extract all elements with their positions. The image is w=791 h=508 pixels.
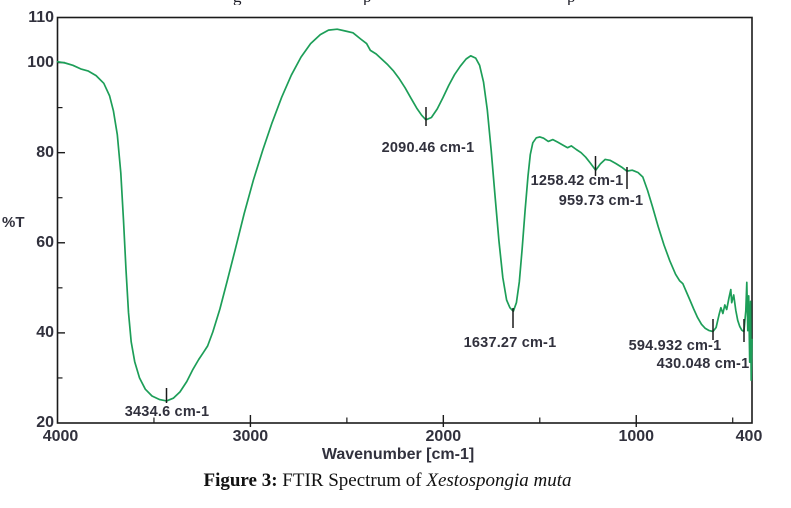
spectrum-plot — [56, 16, 753, 427]
peak-annotation-label: 594.932 cm-1 — [628, 338, 722, 354]
peak-annotation-label: 959.73 cm-1 — [558, 193, 644, 209]
peak-annotation-label: 430.048 cm-1 — [656, 356, 750, 372]
spectrum-line — [56, 28, 753, 402]
y-tick-label: 100 — [27, 53, 54, 71]
peak-annotation-label: 3434.6 cm-1 — [124, 404, 210, 420]
clipped-title-fragments: gpp — [0, 0, 791, 5]
x-tick-label: 400 — [735, 428, 763, 445]
x-tick-label: 2000 — [425, 428, 462, 445]
peak-annotation-label: 1258.42 cm-1 — [530, 173, 624, 189]
y-tick-label: 80 — [36, 143, 54, 161]
peak-annotation-label: 2090.46 cm-1 — [381, 140, 475, 156]
y-axis-title: %T — [2, 214, 25, 231]
x-tick-label: 3000 — [232, 428, 269, 445]
clipped-title-glyph: g — [233, 0, 242, 5]
y-tick-label: 40 — [36, 323, 54, 341]
clipped-title-glyph: p — [567, 0, 576, 5]
peak-annotation-label: 1637.27 cm-1 — [463, 335, 557, 351]
figure-caption: Figure 3: FTIR Spectrum of Xestospongia … — [0, 470, 783, 492]
x-tick-label: 1000 — [618, 428, 655, 445]
clipped-title-glyph: p — [363, 0, 372, 5]
y-tick-label: 20 — [36, 414, 54, 431]
caption-figure-number: Figure 3: — [203, 470, 278, 491]
plot-border — [56, 16, 753, 424]
x-tick-label: 4000 — [42, 428, 79, 445]
y-tick-label: 60 — [36, 233, 54, 251]
y-tick-label: 110 — [28, 8, 54, 26]
caption-text: FTIR Spectrum of — [277, 470, 427, 491]
caption-species-name: Xestospongia muta — [426, 470, 572, 491]
x-axis-title: Wavenumber [cm-1] — [321, 446, 475, 463]
